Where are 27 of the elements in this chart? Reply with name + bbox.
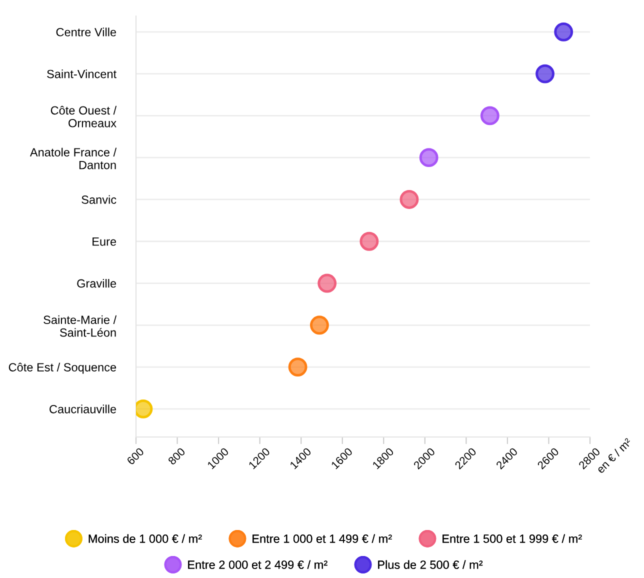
y-tick-label: Saint-Vincent bbox=[47, 70, 116, 78]
legend-label: Plus de 2 500 € / m² bbox=[378, 560, 483, 569]
legend-label: Moins de 1 000 € / m² bbox=[88, 534, 202, 543]
point bbox=[400, 190, 419, 209]
point bbox=[318, 274, 337, 293]
point bbox=[136, 399, 153, 418]
y-tick-label: Graville bbox=[77, 278, 116, 288]
y-tick-label: Côte Ouest / Ormeaux bbox=[50, 106, 117, 128]
point bbox=[288, 358, 308, 377]
point bbox=[480, 106, 500, 126]
y-tick-label: Centre Ville bbox=[56, 28, 116, 36]
y-tick-label: Sanvic bbox=[82, 195, 116, 204]
point bbox=[536, 64, 554, 84]
y-tick-label: Sainte-Marie / Saint-Léon bbox=[44, 315, 117, 337]
x-tick-label: 600 bbox=[126, 447, 144, 466]
y-tick-label: Côte Est / Soquence bbox=[8, 362, 116, 374]
x-tick-label: 800 bbox=[168, 447, 186, 466]
legend-label: Entre 1 000 et 1 499 € / m² bbox=[252, 534, 392, 543]
point bbox=[310, 316, 329, 335]
legend-label: Entre 2 000 et 2 499 € / m² bbox=[188, 560, 328, 569]
y-tick-label: Eure bbox=[92, 238, 116, 246]
point bbox=[360, 232, 379, 251]
y-tick-label: Caucriauville bbox=[50, 404, 116, 414]
legend-label: Entre 1 500 et 1 999 € / m² bbox=[442, 534, 582, 543]
y-tick-label: Anatole France / Danton bbox=[30, 148, 117, 170]
point bbox=[554, 22, 574, 42]
point bbox=[419, 148, 438, 168]
